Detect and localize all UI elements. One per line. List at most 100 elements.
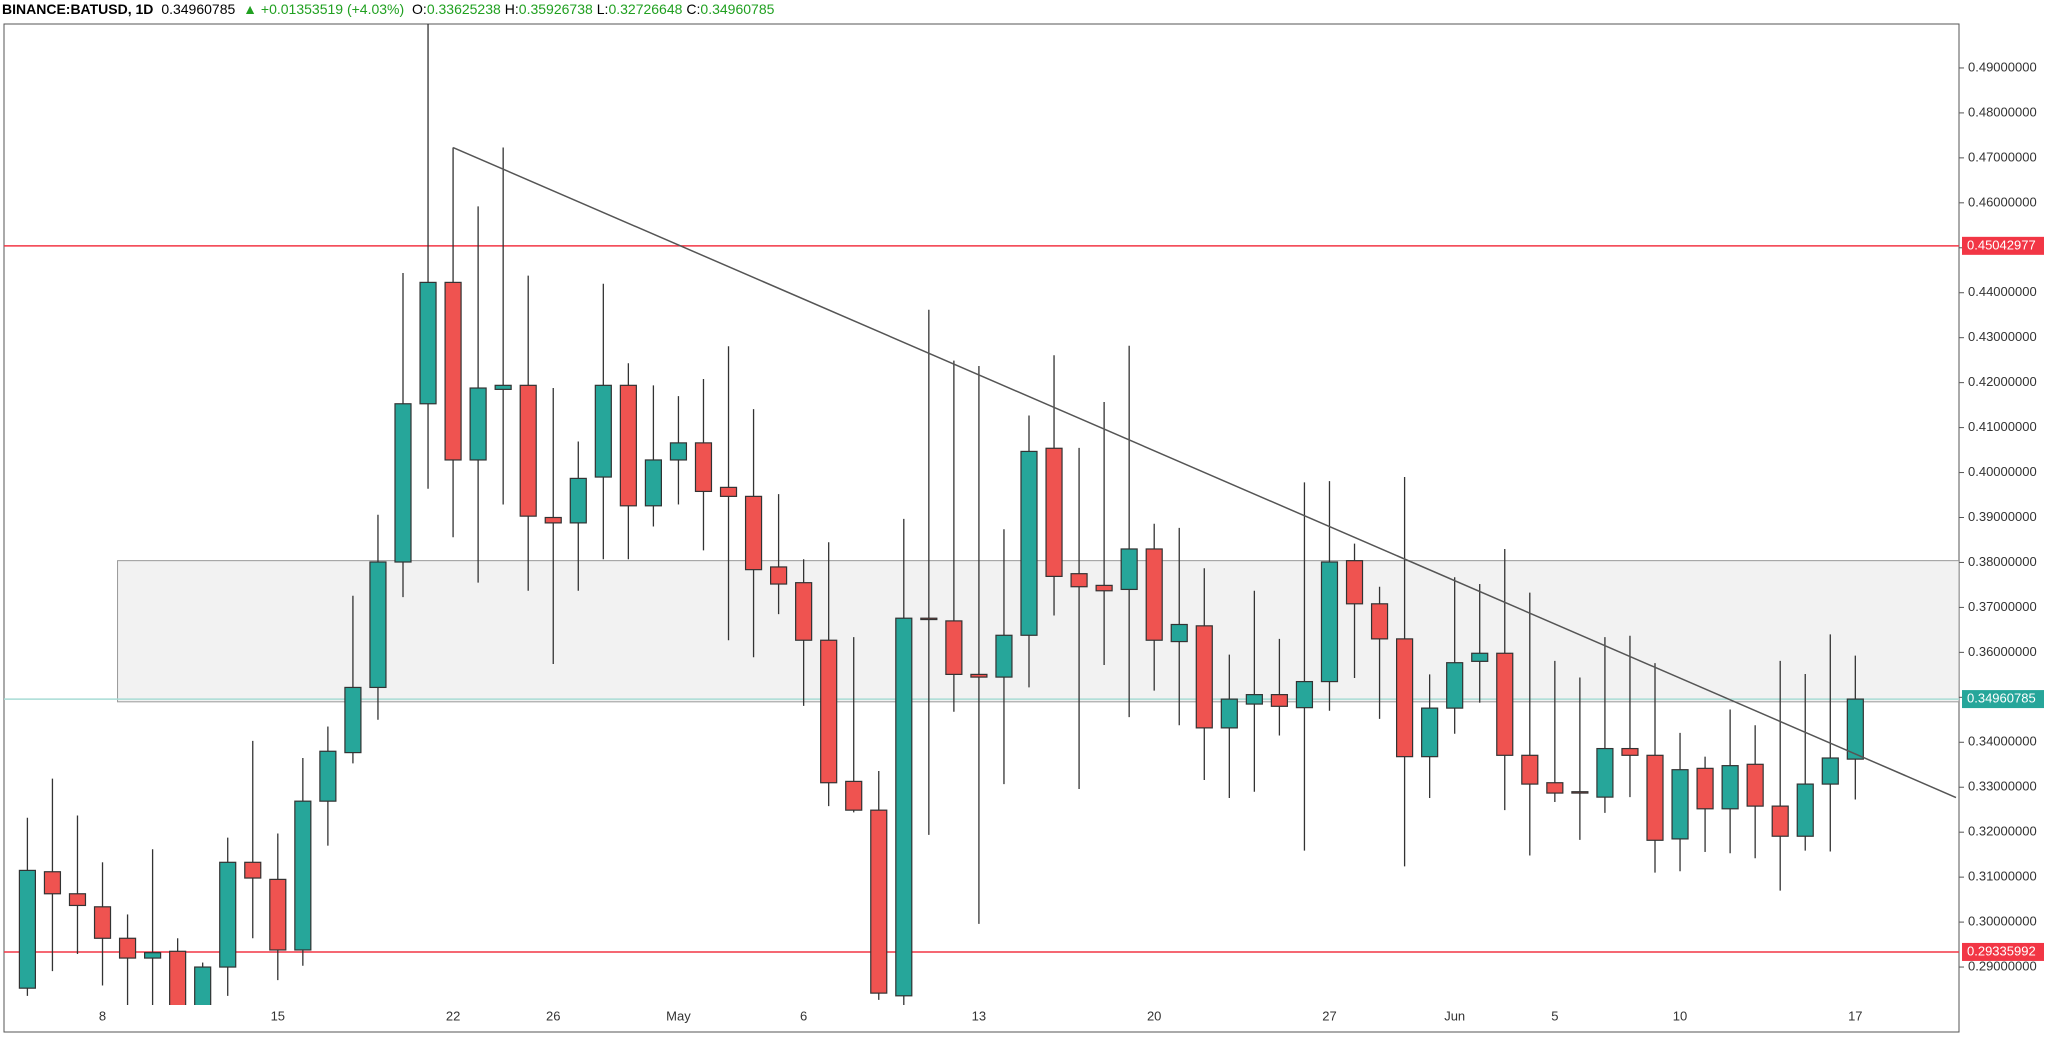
x-tick-label: May [666,1008,691,1023]
candle-body [43,871,62,895]
candle-body [1546,782,1564,794]
candle-body [694,442,713,493]
candle-body [294,800,312,951]
candle-body [169,950,187,1005]
candle-body [1320,561,1339,683]
candle-body [1571,791,1589,794]
candle-body [594,384,612,478]
candle-body [544,516,562,524]
y-tick-label: 0.36000000 [1968,644,2037,659]
candle-body [1471,652,1489,662]
ohlc-label: C: [686,1,701,17]
x-tick-label: 6 [800,1008,807,1023]
candle-body [444,281,462,461]
change: ▲ +0.01353519 (+4.03%) [243,1,405,17]
plot-area [4,24,1959,1005]
candle-body [1270,694,1289,707]
candle-body [970,673,988,678]
price-tag-label: 0.45042977 [1967,237,2036,252]
candle-body [1421,707,1439,758]
candle-body [845,780,863,811]
candle-body [118,937,137,959]
x-tick-label: Jun [1444,1008,1465,1023]
x-tick-label: 10 [1673,1008,1687,1023]
ohlc-label: L: [596,1,609,17]
candle-body [394,403,412,563]
plot-frame [3,23,1960,1033]
candle-body [1696,767,1714,810]
candle-body [1370,603,1389,640]
ohlc-label: H: [504,1,519,17]
candle-body [945,620,963,675]
x-tick-label: 5 [1551,1008,1558,1023]
candle-body [1596,747,1614,798]
candle-body [194,966,212,1005]
y-tick-label: 0.43000000 [1968,329,2037,344]
y-tick-label: 0.48000000 [1968,104,2037,119]
x-tick-label: 13 [972,1008,986,1023]
candle-body [18,869,36,989]
legend-header: BINANCE:BATUSD, 1D 0.34960785 ▲ +0.01353… [2,1,782,17]
price-tag [1962,690,2044,709]
candle-body [569,477,587,524]
candle-body [1195,625,1213,729]
candle-body [795,582,813,641]
candle-body [1045,447,1063,577]
candle-body [644,459,663,507]
candle-body [1846,698,1864,760]
ohlc-value: 0.35926738 [518,1,593,17]
y-tick-label: 0.32000000 [1968,824,2037,839]
y-tick-label: 0.44000000 [1968,284,2037,299]
price-tag-label: 0.34960785 [1967,691,2036,706]
x-tick-label: 22 [446,1008,460,1023]
candle-body [1245,694,1263,705]
candle-body [1796,783,1814,837]
candle-body [1446,662,1464,709]
candle-body [344,686,362,754]
candle-body [93,906,112,939]
candle-body [1120,548,1138,591]
candle-body [369,561,387,689]
candle-body [144,952,162,959]
candle-body [469,387,487,461]
y-tick-label: 0.37000000 [1968,599,2037,614]
candle-body [1070,573,1088,588]
y-tick-label: 0.49000000 [1968,59,2037,74]
x-tick-label: 26 [546,1008,560,1023]
symbol: BINANCE:BATUSD, 1D [2,1,154,17]
axes: 0.29000000 0.30000000 0.31000000 0.32000000… [99,59,2044,1023]
candle-body [619,384,637,507]
candle-body [1821,757,1839,785]
trendline [452,146,1957,799]
ohlc-label: O: [412,1,427,17]
candle-body [1345,560,1364,605]
y-tick-label: 0.29000000 [1968,958,2037,973]
y-tick-label: 0.41000000 [1968,419,2037,434]
candle-body [820,639,838,784]
candle-body [1145,548,1163,641]
candle-body [494,384,512,390]
y-tick-label: 0.47000000 [1968,149,2037,164]
candle-body [219,861,237,968]
candle-body [244,861,262,879]
candle-body [769,566,788,585]
candle-body [269,878,287,951]
ohlc-value: 0.34960785 [700,1,775,17]
price-tag [1962,942,2044,961]
ohlc-value: 0.32726648 [608,1,683,17]
candle-body [1220,698,1238,729]
y-tick-label: 0.34000000 [1968,734,2037,749]
candle-body [1671,769,1689,840]
ohlc-value: 0.33625238 [426,1,501,17]
price: 0.34960785 [161,1,236,17]
candle-body [1771,805,1789,837]
y-tick-label: 0.39000000 [1968,509,2037,524]
candle-body [669,442,688,461]
candle-body [319,750,337,802]
candle-body [744,495,763,571]
candle-body [920,617,938,621]
candle-body [719,486,738,497]
y-tick-label: 0.40000000 [1968,464,2037,479]
